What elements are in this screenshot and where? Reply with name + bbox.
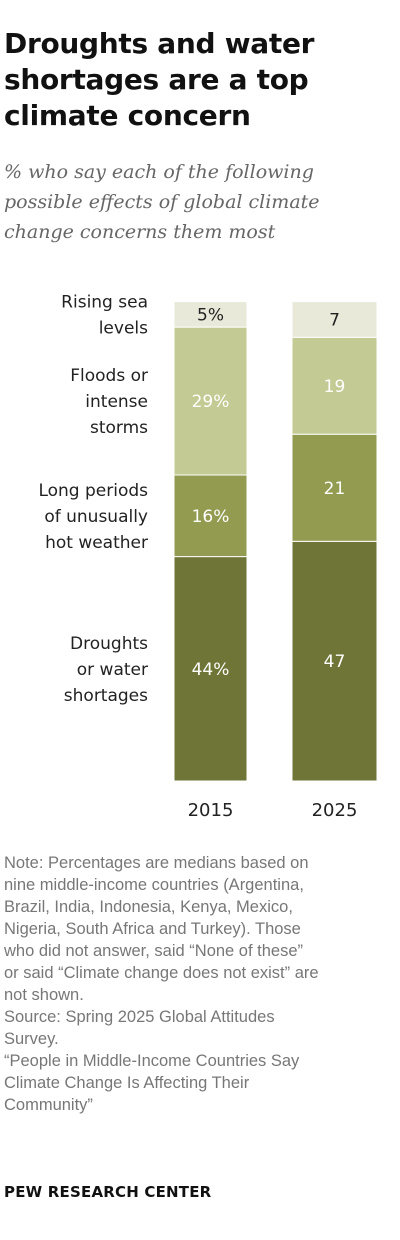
data-label: 47 <box>324 652 346 672</box>
brand-logo-text: PEW RESEARCH CENTER <box>4 1183 212 1201</box>
data-label: 29% <box>192 392 230 412</box>
data-label: 7 <box>329 310 340 330</box>
bar-segment <box>291 336 378 435</box>
data-label: 19 <box>324 377 346 397</box>
data-label: 21 <box>324 479 346 499</box>
report-title-line: “People in Middle-Income Countries Say <box>4 1052 300 1070</box>
note-line: Nigeria, South Africa and Turkey). Those <box>4 920 301 938</box>
note-line: nine middle-income countries (Argentina, <box>4 876 304 894</box>
x-tick-label: 2015 <box>188 800 234 821</box>
data-label: 16% <box>192 507 230 527</box>
bar-segment <box>291 433 378 542</box>
source-line: Source: Spring 2025 Global Attitudes <box>4 1008 275 1026</box>
report-title-line: Climate Change Is Affecting Their <box>4 1074 250 1092</box>
note-line: or said “Climate change does not exist” … <box>4 964 319 982</box>
bar-segment <box>173 556 248 782</box>
chart-title: Droughts and water shortages are a top c… <box>4 27 315 132</box>
bar-segment <box>291 301 378 338</box>
note-line: Brazil, India, Indonesia, Kenya, Mexico, <box>4 898 293 916</box>
chart-subtitle: % who say each of the following possible… <box>4 161 320 243</box>
source-line: Survey. <box>4 1030 59 1048</box>
series-label: Droughts or water shortages <box>64 634 148 706</box>
report-title-line: Community” <box>4 1096 93 1114</box>
x-tick-label: 2025 <box>312 800 358 821</box>
series-label: Long periods of unusually hot weather <box>38 481 148 553</box>
note-line: Note: Percentages are medians based on <box>4 854 309 872</box>
data-label: 5% <box>197 305 224 325</box>
bar-segment <box>173 474 248 558</box>
bar-segment <box>173 301 248 328</box>
note-line: who did not answer, said “None of these” <box>4 942 304 960</box>
series-label: Floods or intense storms <box>70 366 148 438</box>
note-line: not shown. <box>4 986 84 1004</box>
bar-segment <box>291 540 378 782</box>
series-label: Rising sea levels <box>61 292 148 338</box>
stacked-bar-chart: 44% 16% 29% 5% 2015 47 21 19 7 2025 Droughts or wat… <box>38 292 378 821</box>
chart-notes: Note: Percentages are medians based on n… <box>4 852 396 1116</box>
data-label: 44% <box>192 660 230 680</box>
